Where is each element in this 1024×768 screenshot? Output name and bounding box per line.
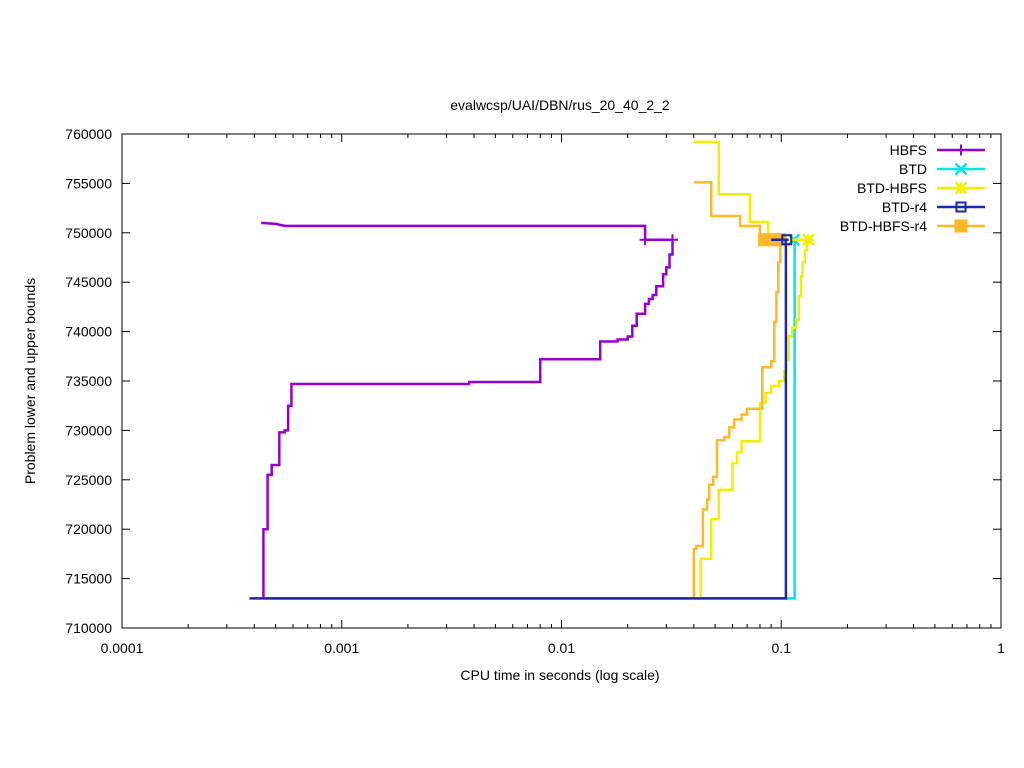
series-btd: [265, 233, 801, 600]
x-tick-label: 0.0001: [101, 640, 144, 656]
series-hbfs: [261, 221, 679, 599]
x-tick-label: 1: [997, 640, 1005, 656]
legend-swatch-marker: [955, 201, 967, 213]
y-tick-label: 720000: [65, 521, 112, 537]
legend-item-btd-hbfs: BTD-HBFS: [857, 180, 985, 196]
legend-item-btd-hbfs-r4: BTD-HBFS-r4: [840, 218, 985, 234]
y-tick-label: 725000: [65, 472, 112, 488]
legend-item-btd: BTD: [899, 161, 985, 177]
y-tick-label: 750000: [65, 225, 112, 241]
legend-label: BTD: [899, 161, 927, 177]
series-btd-hbfs-r4: [259, 181, 787, 600]
x-tick-label: 0.001: [324, 640, 359, 656]
y-tick-label: 730000: [65, 422, 112, 438]
legend-swatch-marker: [954, 181, 968, 195]
y-tick-label: 740000: [65, 324, 112, 340]
legend-label: BTD-HBFS: [857, 180, 927, 196]
series-lower-line: [265, 239, 809, 600]
series-point: [802, 233, 815, 247]
series-upper-line: [693, 181, 787, 241]
y-tick-label: 735000: [65, 373, 112, 389]
y-tick-label: 715000: [65, 571, 112, 587]
x-tick-label: 0.1: [772, 640, 792, 656]
y-tick-label: 745000: [65, 274, 112, 290]
series-point: [639, 234, 651, 246]
series-lower-line: [262, 239, 674, 599]
x-axis-label: CPU time in seconds (log scale): [460, 667, 659, 683]
series-lower-line: [249, 239, 788, 600]
series-point: [781, 234, 793, 246]
series-point: [667, 234, 679, 246]
plot-frame: [121, 133, 1002, 629]
legend-item-hbfs: HBFS: [890, 142, 985, 158]
legend-swatch-marker: [955, 144, 967, 156]
y-tick-label: 710000: [65, 620, 112, 636]
y-tick-label: 760000: [65, 126, 112, 142]
legend-label: HBFS: [890, 142, 927, 158]
legend-item-btd-r4: BTD-r4: [882, 199, 985, 215]
legend: HBFS BTD BTD-HBFS BTD-r4 BTD-HBFS-r4: [840, 142, 985, 234]
legend-label: BTD-r4: [882, 199, 927, 215]
legend-swatch-marker: [954, 162, 968, 176]
series-btd-r4: [249, 234, 793, 600]
axes: 0.0001 0.001 0.01 0.1 1 710000 715000 720000 725…: [65, 126, 1005, 656]
series-layer: [249, 140, 815, 600]
legend-swatch-marker: [954, 219, 968, 233]
series-lower-line: [265, 239, 796, 600]
y-tick-label: 755000: [65, 175, 112, 191]
y-axis-label: Problem lower and upper bounds: [22, 278, 38, 484]
chart-title: evalwcsp/UAI/DBN/rus_20_40_2_2: [450, 97, 670, 113]
legend-label: BTD-HBFS-r4: [840, 218, 927, 234]
x-tick-label: 0.01: [548, 640, 575, 656]
series-upper-line: [261, 221, 673, 241]
series-lower-line: [259, 239, 782, 600]
